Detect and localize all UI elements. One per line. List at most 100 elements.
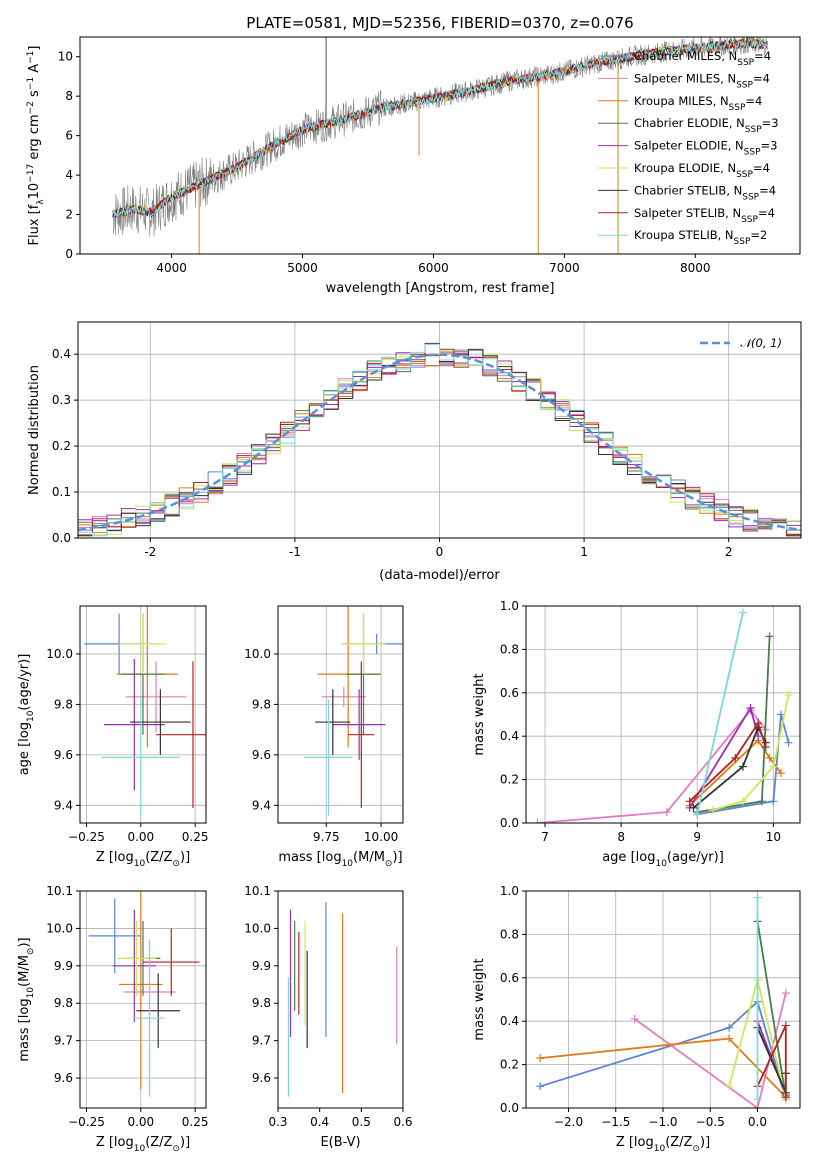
x-axis-label: Z [log10(Z/Z⊙)] [96, 850, 190, 869]
y-tick-label: 9.8 [252, 996, 271, 1010]
errorbar-chabrier-miles [88, 898, 141, 974]
weight-marker [753, 1095, 762, 1104]
axes-frame [77, 321, 802, 539]
weight-marker [781, 1021, 790, 1030]
weight-vs-Z-panel: −2.0 −1.5 −1.0 −0.5 0.0 0.0 0.2 0.4 0.6 0.8 1.0 Z [… [472, 884, 801, 1154]
errorbar-chabrier-stelib [129, 689, 191, 755]
weight-marker [689, 803, 698, 812]
y-tick-label: 0.2 [500, 773, 519, 787]
weight-marker [784, 690, 793, 699]
plot-area [287, 902, 398, 1097]
y-tick-label: 0.2 [500, 1058, 519, 1072]
y-axis-label: mass weight [472, 958, 487, 1040]
y-tick-label: 0.4 [500, 1014, 519, 1028]
y-tick-label: 10.1 [46, 884, 73, 898]
x-tick-label: −2.0 [554, 1115, 583, 1129]
y-tick-label: 10.0 [46, 647, 73, 661]
weight-marker [725, 1082, 734, 1091]
x-tick-label: 9 [693, 830, 701, 844]
x-tick-label: 6000 [418, 261, 449, 275]
y-axis-label: Flux [fλ10−17 erg cm−2 s−1 A−1] [26, 46, 46, 246]
plot-area [84, 606, 206, 816]
y-axis-label: mass weight [472, 673, 487, 755]
y-axis-label: age [log10(age/yr)] [17, 654, 36, 776]
legend-entry: Chabrier MILES, NSSP=4 [634, 49, 771, 68]
age-vs-mass-panel: 9.75 10.00 9.4 9.6 9.8 10.0 mass [log10(M/M⊙)] [244, 605, 404, 869]
legend-entry: Kroupa STELIB, NSSP=2 [634, 228, 767, 247]
x-axis-label: wavelength [Angstrom, rest frame] [326, 281, 555, 296]
residual-histogram-panel: -2 -1 0 1 2 0.0 0.1 0.2 0.3 0.4 𝒩(0, 1) (data-model… [27, 321, 802, 583]
x-tick-label: -2 [144, 545, 156, 559]
plot-area [536, 893, 790, 1108]
y-tick-label: 9.6 [252, 1071, 271, 1085]
weight-marker [781, 988, 790, 997]
weight-marker [761, 743, 770, 752]
weight-marker [784, 738, 793, 747]
x-tick-label: 0.3 [268, 1115, 287, 1129]
y-tick-label: 0.4 [500, 729, 519, 743]
errorbar-salpeter-stelib [348, 661, 375, 808]
x-tick-label: 9.75 [313, 830, 340, 844]
x-tick-label: 0.5 [352, 1115, 371, 1129]
plot-area [78, 342, 801, 538]
legend: 𝒩(0, 1) [700, 336, 782, 350]
weight-marker [533, 819, 542, 823]
weight-marker [725, 1034, 734, 1043]
y-tick-label: 0.2 [52, 439, 71, 453]
y-tick-label: 0.4 [52, 347, 71, 361]
legend: Chabrier MILES, NSSP=4 Salpeter MILES, NS… [598, 49, 779, 247]
mass-vs-Z-panel: −0.25 0.00 0.25 9.6 9.7 9.8 9.9 10.0 10.1 Z [log1… [17, 884, 208, 1154]
x-tick-label: 5000 [287, 261, 318, 275]
weight-marker [769, 797, 778, 806]
y-tick-label: 9.9 [54, 959, 73, 973]
weight-marker [753, 1104, 762, 1108]
y-tick-label: 0.6 [500, 686, 519, 700]
weight-marker [765, 632, 774, 641]
legend-entry: Chabrier ELODIE, NSSP=3 [634, 116, 779, 135]
x-axis-label: (data-model)/error [379, 568, 500, 583]
errorbar-kroupa-elodie [341, 613, 386, 675]
weight-marker [536, 1082, 545, 1091]
errorbar-salpeter-elodie [332, 689, 386, 760]
errorbar-kroupa-stelib [134, 939, 165, 1097]
legend-entry: Chabrier STELIB, NSSP=4 [634, 183, 776, 202]
errorbar-salpeter-stelib [143, 928, 200, 996]
x-tick-label: −1.0 [648, 1115, 677, 1129]
y-tick-label: 8 [65, 89, 73, 103]
legend-entry: Kroupa MILES, NSSP=4 [634, 94, 762, 113]
x-axis-label: E(B-V) [320, 1135, 360, 1150]
y-tick-label: 9.4 [54, 798, 73, 812]
x-tick-label: 1 [580, 545, 588, 559]
weight-marker [757, 797, 766, 806]
x-tick-label: 7000 [549, 261, 580, 275]
axes-frame [277, 890, 404, 1109]
chart-title: PLATE=0581, MJD=52356, FIBERID=0370, z=0… [246, 14, 633, 32]
x-tick-label: 0.25 [182, 830, 209, 844]
weight-vs-age-panel: 7 8 9 10 0.0 0.2 0.4 0.6 0.8 1.0 age [log10(age/yr… [472, 599, 801, 869]
weight-line [634, 992, 787, 1108]
weight-series-salpeter-miles [630, 988, 790, 1108]
y-axis-label: Normed distribution [27, 365, 42, 495]
y-tick-label: 9.6 [54, 748, 73, 762]
errorbar-kroupa-elodie [119, 613, 167, 675]
legend-entry: Kroupa ELODIE, NSSP=4 [634, 161, 770, 180]
y-tick-label: 9.4 [252, 798, 271, 812]
errorbar-salpeter-miles [321, 686, 366, 707]
errorbar-salpeter-elodie [103, 658, 165, 791]
weight-marker [708, 805, 717, 814]
x-tick-label: 10.00 [364, 830, 398, 844]
errorbar-chabrier-stelib [315, 689, 351, 755]
weight-marker [725, 1023, 734, 1032]
spectrum-panel: 4000 5000 6000 7000 8000 0 2 4 6 8 10 wavelength [A… [26, 36, 801, 296]
weight-marker [693, 810, 702, 819]
weight-marker [738, 608, 747, 617]
weight-series-salpeter-stelib [685, 719, 770, 806]
axes-frame [525, 890, 801, 1109]
y-tick-label: 1.0 [500, 599, 519, 613]
weight-marker [630, 1015, 639, 1024]
weight-marker [754, 719, 763, 728]
x-axis-label: age [log10(age/yr)] [602, 850, 724, 869]
weight-marker [765, 753, 774, 762]
x-tick-label: 8000 [680, 261, 711, 275]
